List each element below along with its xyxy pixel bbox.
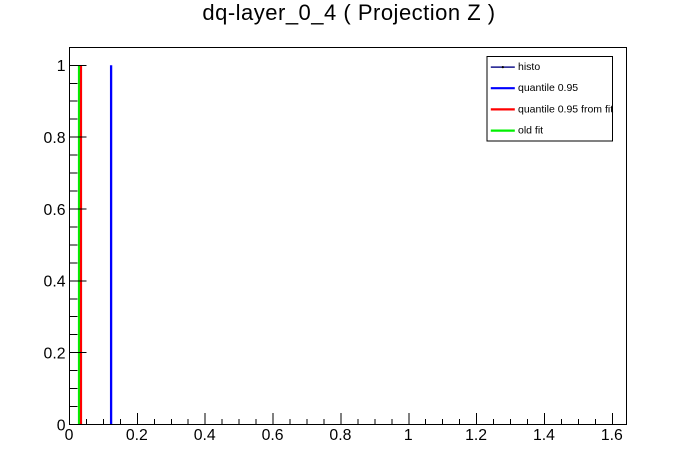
svg-text:0.4: 0.4 (194, 427, 216, 444)
svg-text:0.8: 0.8 (329, 427, 351, 444)
svg-text:dq-layer_0_4 ( Projection Z ): dq-layer_0_4 ( Projection Z ) (202, 0, 495, 25)
svg-text:0.2: 0.2 (126, 427, 148, 444)
svg-text:quantile 0.95 from fit: quantile 0.95 from fit (518, 103, 613, 115)
svg-text:0: 0 (65, 427, 74, 444)
svg-text:histo: histo (518, 61, 540, 73)
svg-text:0.4: 0.4 (44, 274, 66, 291)
svg-text:0: 0 (57, 417, 66, 434)
svg-text:quantile 0.95: quantile 0.95 (518, 82, 578, 94)
svg-text:0.8: 0.8 (44, 130, 66, 147)
svg-text:1: 1 (57, 58, 66, 75)
svg-text:1.6: 1.6 (601, 427, 623, 444)
svg-text:1: 1 (404, 427, 413, 444)
svg-text:0.6: 0.6 (44, 202, 66, 219)
svg-text:1.2: 1.2 (465, 427, 487, 444)
svg-text:old fit: old fit (518, 125, 543, 137)
svg-text:1.4: 1.4 (533, 427, 555, 444)
svg-text:0.6: 0.6 (262, 427, 284, 444)
svg-text:0.2: 0.2 (44, 345, 66, 362)
